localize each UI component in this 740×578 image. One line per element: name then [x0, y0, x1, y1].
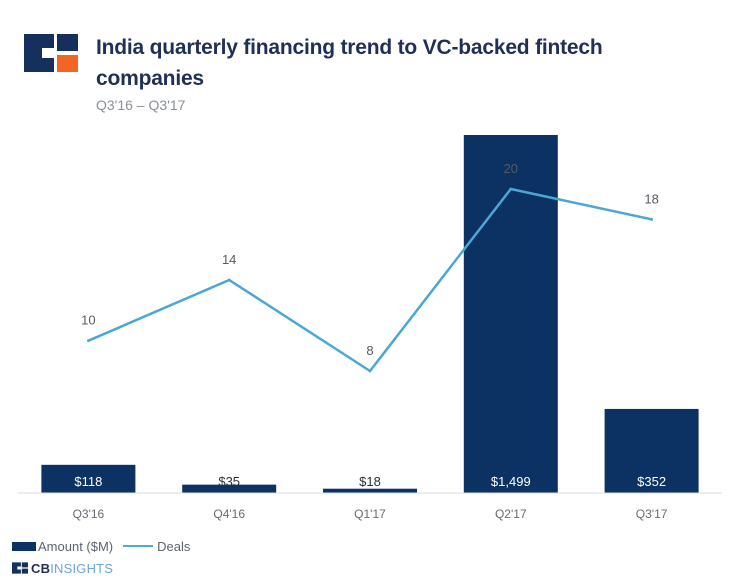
- amount-data-label: $1,499: [491, 474, 531, 489]
- deals-line-layer: [87, 187, 653, 373]
- deals-data-label: 10: [81, 313, 95, 328]
- x-tick-label: Q1'17: [354, 507, 386, 521]
- deals-point: [87, 339, 90, 343]
- deals-data-label: 14: [222, 252, 236, 267]
- deals-data-label: 8: [366, 343, 373, 358]
- amount-data-label: $35: [218, 474, 240, 489]
- bars-layer: [41, 135, 699, 493]
- brand-cb-text: CB: [31, 560, 51, 576]
- cb-insights-small-logo-icon: [12, 562, 28, 574]
- amount-bar: [604, 408, 699, 493]
- deals-data-label: 20: [504, 161, 518, 176]
- deals-point: [509, 187, 513, 191]
- legend-item-amount: Amount ($M): [12, 539, 113, 554]
- deals-point: [368, 369, 372, 373]
- amount-data-label: $352: [637, 474, 666, 489]
- chart-title: India quarterly financing trend to VC-ba…: [96, 36, 603, 90]
- amount-bar: [323, 488, 417, 493]
- x-tick-label: Q2'17: [495, 507, 527, 521]
- amount-bar: [182, 484, 277, 493]
- x-axis-ticks: Q3'16 Q4'16 Q1'17 Q2'17 Q3'17: [73, 507, 668, 521]
- x-tick-label: Q4'16: [213, 507, 245, 521]
- brand-insights-text: INSIGHTS: [50, 560, 114, 576]
- chart-subtitle: Q3'16 – Q3'17: [96, 97, 186, 113]
- cb-insights-logo-icon: [24, 34, 78, 72]
- legend-label-amount: Amount ($M): [38, 538, 114, 554]
- legend-label-deals: Deals: [157, 538, 191, 554]
- amount-data-label: $18: [359, 474, 381, 489]
- amount-data-label: $118: [74, 474, 102, 489]
- deals-point: [227, 278, 231, 282]
- legend-item-deals: Deals: [117, 539, 190, 554]
- x-tick-label: Q3'17: [636, 507, 668, 521]
- deals-point: [650, 217, 653, 221]
- legend-bar-swatch: [12, 541, 36, 551]
- x-tick-label: Q3'16: [73, 507, 105, 521]
- brand-footer: CB INSIGHTS: [12, 560, 113, 576]
- legend-line-swatch: [123, 545, 154, 547]
- amount-bar: [41, 464, 136, 493]
- labels-layer: $118 $35 $18 $1,499 $352 10 14 8 20 18: [74, 161, 666, 489]
- legend: Amount ($M) Deals: [12, 536, 194, 556]
- deals-data-label: 18: [644, 191, 658, 206]
